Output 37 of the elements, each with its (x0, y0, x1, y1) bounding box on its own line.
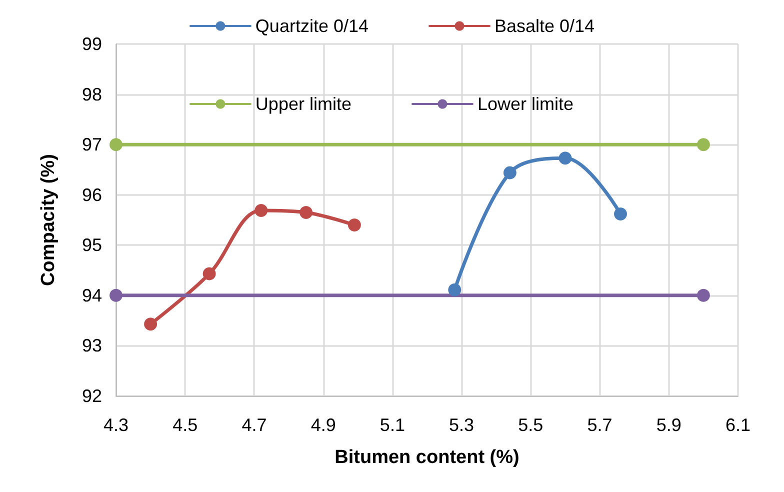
point (614, 207, 628, 220)
point (348, 218, 361, 232)
legend-label: Basalte 0/14 (494, 16, 595, 36)
point (696, 288, 710, 302)
x-tick-label: 4.7 (242, 415, 267, 435)
y-axis-title: Compacity (%) (38, 154, 59, 286)
x-tick-label: 5.5 (518, 415, 544, 435)
y-tick-label: 92 (82, 386, 102, 406)
y-tick-label: 95 (82, 235, 102, 256)
point (254, 204, 268, 217)
y-tick-label: 94 (82, 285, 102, 306)
point (144, 318, 158, 331)
x-tick-label: 5.1 (380, 415, 405, 435)
y-tick-label: 98 (82, 84, 102, 104)
x-axis-title: Bitumen content (%) (334, 447, 520, 468)
x-tick-label: 5.7 (587, 415, 612, 435)
x-tick-label: 4.9 (310, 415, 336, 435)
point (503, 166, 516, 180)
point (110, 138, 122, 152)
point (300, 206, 313, 219)
point (696, 138, 710, 152)
legend-label: Upper limite (255, 94, 352, 114)
x-tick-label: 5.9 (656, 415, 682, 435)
point (202, 267, 216, 280)
x-tick-label: 6.1 (725, 415, 751, 435)
x-tick-label: 4.5 (172, 415, 198, 435)
point (558, 152, 572, 165)
y-tick-label: 93 (82, 336, 102, 356)
y-tick-label: 99 (82, 34, 102, 54)
x-tick-label: 4.3 (103, 415, 129, 435)
point (448, 283, 462, 296)
x-tick-label: 5.3 (449, 415, 474, 435)
y-tick-label: 96 (82, 184, 102, 205)
legend-label: Lower limite (477, 94, 574, 114)
y-tick-label: 97 (82, 134, 102, 155)
legend-label: Quartzite 0/14 (255, 16, 368, 36)
point (110, 288, 122, 302)
